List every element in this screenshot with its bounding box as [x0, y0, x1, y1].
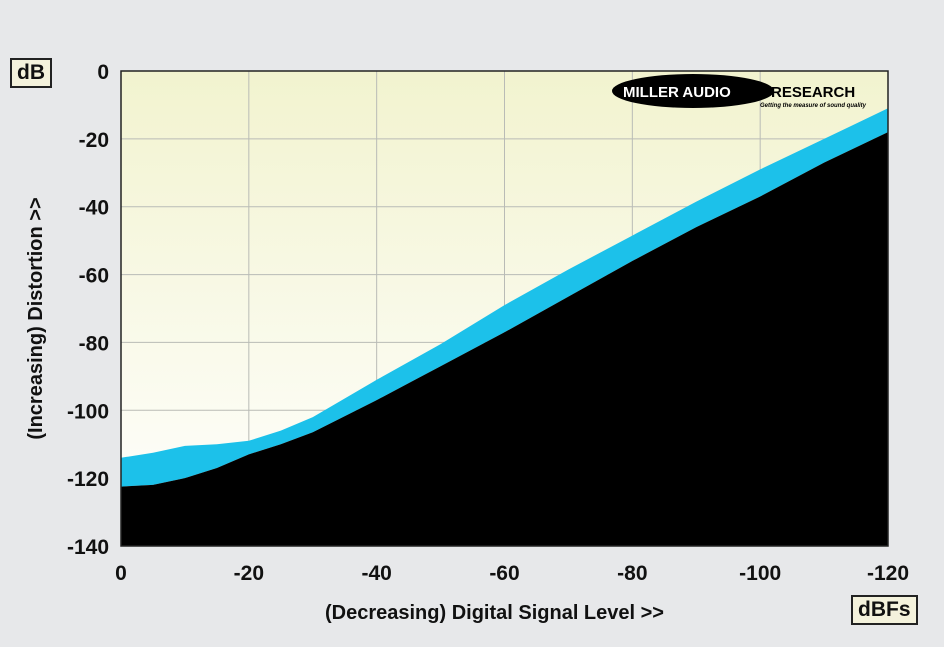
- x-tick-label: -40: [361, 562, 391, 585]
- y-axis-title: (Increasing) Distortion >>: [25, 197, 47, 439]
- x-tick-label: -20: [234, 562, 264, 585]
- y-tick-label: -80: [79, 332, 109, 355]
- x-tick-label: -120: [867, 562, 909, 585]
- y-tick-label: -40: [79, 197, 109, 220]
- x-tick-label: -100: [739, 562, 781, 585]
- x-tick-labels: 0 -20 -40 -60 -80 -100 -120: [115, 562, 909, 585]
- y-unit-label: dB: [10, 58, 52, 88]
- y-tick-label: 0: [97, 61, 109, 84]
- logo-text-left: MILLER AUDIO: [623, 84, 731, 101]
- y-tick-label: -100: [67, 400, 109, 423]
- x-tick-label: -60: [489, 562, 519, 585]
- y-tick-label: -140: [67, 536, 109, 559]
- y-tick-label: -60: [79, 265, 109, 288]
- noise-floor-area: [121, 132, 888, 546]
- logo-text-right: RESEARCH: [771, 84, 855, 101]
- x-tick-label: 0: [115, 562, 127, 585]
- logo-ellipse: [612, 74, 774, 108]
- x-axis-title: (Decreasing) Digital Signal Level >>: [325, 602, 664, 624]
- distortion-band: [121, 108, 888, 487]
- y-tick-label: -20: [79, 129, 109, 152]
- x-unit-label: dBFs: [851, 595, 918, 625]
- miller-audio-research-logo: MILLER AUDIO RESEARCH Getting the measur…: [612, 74, 867, 109]
- x-tick-label: -80: [617, 562, 647, 585]
- logo-tagline: Getting the measure of sound quality: [760, 103, 867, 109]
- plot-frame: [120, 70, 889, 547]
- y-tick-labels: 0 -20 -40 -60 -80 -100 -120 -140: [67, 61, 109, 559]
- y-tick-label: -120: [67, 468, 109, 491]
